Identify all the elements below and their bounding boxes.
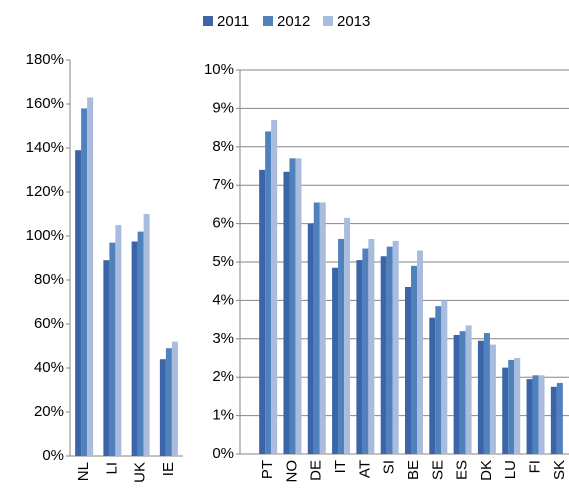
bar [441, 300, 448, 454]
y-tick-label: 2% [212, 368, 234, 385]
bar [368, 238, 375, 454]
x-tick-label: AT [356, 460, 373, 478]
bar [159, 359, 166, 456]
bar [483, 333, 490, 454]
legend-swatch [263, 16, 273, 26]
x-tick-label: FI [527, 460, 544, 473]
y-tick-label: 140% [26, 139, 64, 156]
x-tick-label: ES [454, 460, 471, 480]
x-tick-label: LU [502, 460, 519, 479]
x-tick-label: LI [103, 462, 120, 475]
bar [550, 386, 557, 454]
y-tick-label: 0% [42, 447, 64, 464]
bar [514, 358, 521, 454]
bar [338, 238, 345, 454]
bar [459, 331, 466, 454]
y-tick-label: 1% [212, 407, 234, 424]
bar [489, 344, 496, 454]
x-tick-label: DK [478, 460, 495, 481]
bar [411, 265, 417, 454]
bar [386, 246, 393, 454]
x-tick-label: PT [259, 460, 276, 479]
x-tick-label: IE [160, 462, 177, 476]
bar [477, 340, 484, 454]
bar [137, 231, 144, 456]
x-tick-label: SK [551, 460, 568, 480]
bar [171, 341, 178, 456]
legend-swatch [323, 16, 333, 26]
y-tick-label: 4% [212, 291, 234, 308]
bar [392, 240, 399, 454]
legend-swatch [203, 16, 213, 26]
y-tick-label: 3% [212, 330, 234, 347]
y-tick-label: 120% [26, 183, 64, 200]
y-tick-label: 20% [34, 403, 64, 420]
x-tick-label: UK [132, 462, 149, 483]
bar [295, 158, 302, 454]
bar [109, 242, 116, 456]
bar [405, 286, 411, 454]
bar [465, 325, 472, 454]
bar [289, 158, 296, 454]
bar [103, 260, 110, 456]
x-tick-label: BE [405, 460, 422, 480]
y-tick-label: 10% [204, 61, 234, 78]
bar [283, 171, 290, 454]
legend-label: 2011 [217, 13, 249, 30]
bar [87, 97, 94, 457]
bar [356, 260, 363, 454]
y-tick-label: 6% [212, 215, 234, 232]
x-tick-label: NO [283, 460, 300, 483]
y-tick-label: 60% [34, 315, 64, 332]
x-tick-label: SI [381, 460, 398, 474]
bar [75, 150, 82, 456]
x-tick-label: IT [332, 460, 349, 473]
bar [259, 169, 266, 454]
y-tick-label: 40% [34, 359, 64, 376]
x-tick-label: SE [429, 460, 446, 480]
y-tick-label: 180% [26, 51, 64, 68]
x-tick-label: NL [75, 462, 92, 481]
bar [380, 256, 387, 454]
bar [313, 202, 320, 454]
bar [532, 375, 539, 454]
bar [508, 359, 515, 454]
bar [115, 225, 122, 456]
bar [453, 334, 460, 454]
bar [435, 306, 442, 454]
bar [538, 375, 545, 454]
bar [143, 214, 150, 456]
bar [165, 348, 172, 456]
x-tick-label: DE [308, 460, 325, 481]
y-tick-label: 0% [212, 445, 234, 462]
y-tick-label: 80% [34, 271, 64, 288]
y-tick-label: 160% [26, 95, 64, 112]
bar [556, 382, 563, 454]
bar [417, 250, 423, 454]
bar [319, 202, 326, 454]
bar [307, 223, 314, 454]
y-tick-label: 9% [212, 99, 234, 116]
y-tick-label: 5% [212, 253, 234, 270]
bar [429, 317, 436, 454]
legend-label: 2012 [277, 13, 310, 30]
legend-label: 2013 [337, 13, 370, 30]
bar [344, 217, 351, 454]
bar [271, 119, 278, 455]
bar [362, 248, 369, 454]
bar [131, 241, 138, 456]
bar [265, 131, 272, 454]
bar [502, 367, 509, 454]
y-tick-label: 8% [212, 138, 234, 155]
y-tick-label: 7% [212, 176, 234, 193]
bar [81, 108, 88, 457]
bar [526, 379, 533, 454]
bar [332, 267, 339, 454]
y-tick-label: 100% [26, 227, 64, 244]
